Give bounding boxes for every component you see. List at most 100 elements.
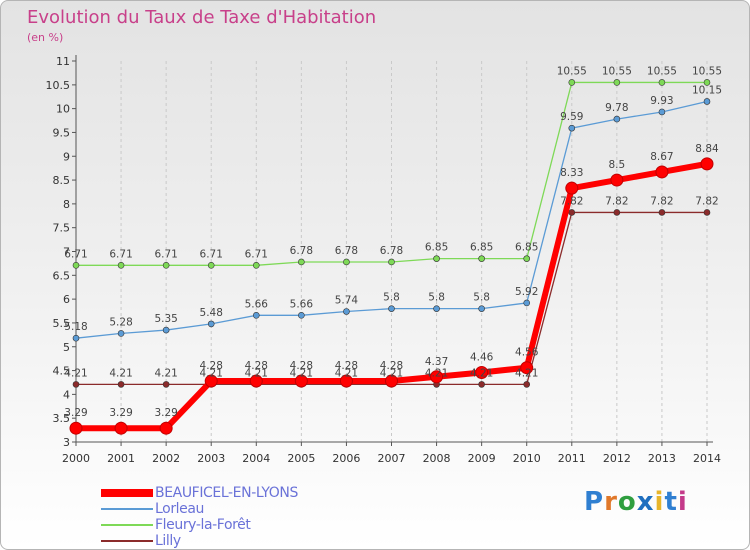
x-tick-label: 2001: [107, 452, 135, 465]
data-point: [252, 262, 260, 269]
data-point: [72, 262, 80, 269]
x-tick-label: 2010: [513, 452, 541, 465]
x-tick-label: 2013: [648, 452, 676, 465]
unit-label: (en %): [27, 31, 64, 44]
logo-letter: P: [584, 487, 605, 517]
data-point: [298, 258, 305, 266]
data-label: 5.48: [200, 307, 223, 319]
data-label: 5.18: [64, 321, 87, 333]
y-tick-label: 6: [63, 293, 70, 306]
data-label: 3.29: [109, 407, 132, 419]
data-label: 7.82: [605, 195, 628, 207]
y-tick-label: 9: [63, 150, 70, 163]
legend-label: Fleury-la-Forêt: [155, 517, 251, 533]
data-label: 4.21: [245, 367, 268, 379]
data-label: 5.8: [473, 292, 490, 304]
data-label: 9.78: [605, 102, 628, 114]
chart-title: Evolution du Taux de Taxe d'Habitation: [27, 7, 377, 28]
x-tick-label: 2003: [197, 452, 225, 465]
data-label: 6.78: [380, 245, 403, 257]
data-label: 5.35: [154, 313, 177, 325]
legend-swatch: [101, 524, 153, 526]
y-tick-label: 9.5: [53, 126, 71, 139]
data-point: [610, 173, 624, 187]
data-label: 7.82: [650, 195, 673, 207]
data-point: [72, 381, 80, 388]
y-tick-label: 3.5: [53, 412, 71, 425]
y-tick-label: 8.5: [53, 174, 71, 187]
logo-letter: i: [677, 487, 688, 517]
data-point: [69, 421, 83, 435]
data-label: 5.92: [515, 286, 538, 298]
data-label: 10.55: [647, 65, 677, 77]
data-point: [703, 79, 711, 86]
data-label: 4.21: [64, 367, 87, 379]
data-label: 5.74: [335, 295, 359, 307]
data-point: [520, 361, 534, 375]
data-label: 4.21: [470, 367, 493, 379]
legend-swatch: [101, 540, 153, 542]
data-label: 10.55: [602, 65, 632, 77]
data-point: [433, 255, 440, 262]
y-tick-label: 6.5: [53, 269, 71, 282]
data-point: [475, 365, 489, 379]
x-tick-label: 2014: [693, 452, 721, 465]
x-tick-label: 2012: [603, 452, 631, 465]
data-label: 4.21: [515, 367, 538, 379]
data-label: 6.71: [64, 248, 87, 260]
x-tick-label: 2009: [468, 452, 496, 465]
data-point: [703, 98, 711, 105]
data-label: 5.66: [245, 298, 269, 310]
data-label: 5.28: [109, 316, 132, 328]
x-tick-label: 2008: [423, 452, 451, 465]
y-tick-label: 7.5: [53, 222, 71, 235]
legend-label: Lorleau: [155, 501, 205, 517]
data-label: 4.21: [154, 367, 177, 379]
data-point: [162, 381, 170, 388]
data-label: 3.29: [64, 407, 87, 419]
data-label: 7.82: [695, 195, 718, 207]
data-point: [343, 258, 350, 266]
y-tick-label: 4.5: [53, 365, 71, 378]
data-point: [478, 381, 485, 388]
x-tick-label: 2006: [332, 452, 360, 465]
data-point: [388, 305, 395, 312]
data-point: [252, 312, 260, 319]
data-point: [523, 299, 531, 307]
data-label: 6.85: [515, 242, 538, 254]
data-label: 8.5: [609, 159, 626, 171]
data-label: 6.71: [200, 248, 223, 260]
data-label: 8.84: [695, 143, 719, 155]
legend-label: BEAUFICEL-EN-LYONS: [155, 485, 298, 501]
data-point: [565, 181, 579, 195]
x-tick-label: 2000: [62, 452, 90, 465]
x-tick-label: 2007: [378, 452, 406, 465]
data-point: [430, 370, 444, 384]
data-point: [294, 374, 308, 388]
data-point: [658, 79, 666, 86]
proxiti-logo: Proxiti: [584, 487, 688, 517]
data-point: [207, 320, 215, 328]
data-label: 6.85: [470, 242, 493, 254]
data-label: 6.78: [290, 245, 313, 257]
data-label: 4.28: [245, 360, 268, 372]
logo-letter: t: [664, 487, 678, 517]
logo-letter: i: [654, 487, 665, 517]
logo-letter: r: [604, 487, 618, 517]
data-label: 4.21: [290, 367, 313, 379]
data-label: 4.21: [425, 367, 448, 379]
x-tick-label: 2005: [287, 452, 315, 465]
data-label: 5.66: [290, 298, 314, 310]
x-tick-label: 2004: [242, 452, 270, 465]
data-point: [339, 374, 353, 388]
data-point: [117, 381, 125, 388]
data-label: 6.71: [245, 248, 268, 260]
data-label: 4.28: [200, 360, 223, 372]
data-point: [523, 255, 531, 262]
data-label: 9.59: [560, 111, 583, 123]
data-label: 4.46: [470, 351, 494, 363]
data-point: [249, 374, 263, 388]
data-label: 4.28: [380, 360, 403, 372]
